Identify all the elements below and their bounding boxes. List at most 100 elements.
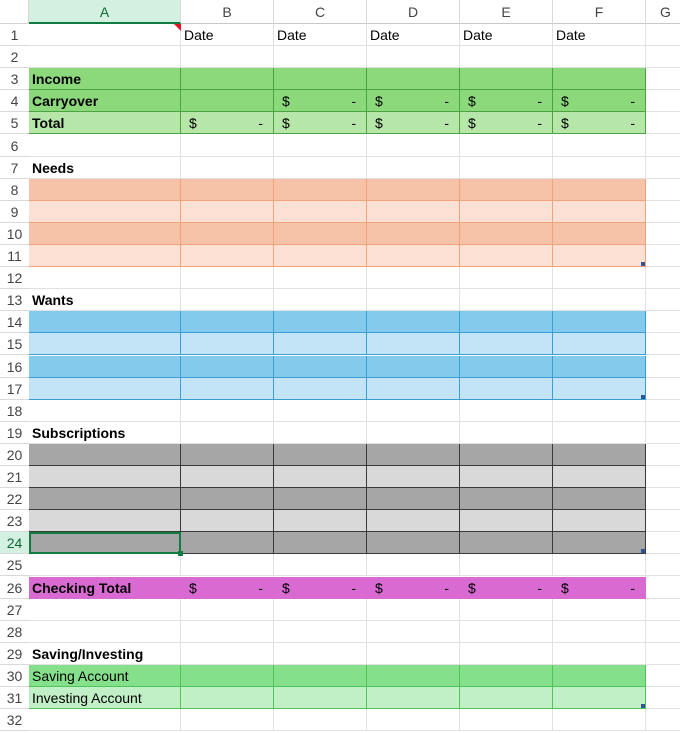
row-header-4[interactable]: 4 — [0, 90, 29, 113]
cell-d11[interactable] — [367, 245, 460, 268]
cell-d17[interactable] — [367, 377, 460, 400]
cell-d19[interactable] — [367, 421, 460, 444]
row-header-13[interactable]: 13 — [0, 289, 29, 312]
cell-a13[interactable]: Wants — [29, 289, 181, 312]
cell-e18[interactable] — [460, 399, 553, 422]
cell-e4[interactable]: $ - — [460, 90, 553, 113]
row-header-29[interactable]: 29 — [0, 643, 29, 665]
cell-g29[interactable] — [646, 642, 680, 665]
row-header-22[interactable]: 22 — [0, 488, 29, 511]
cell-g23[interactable] — [646, 510, 680, 533]
cell-a21[interactable] — [29, 466, 181, 489]
cell-e20[interactable] — [460, 443, 553, 466]
cell-g28[interactable] — [646, 620, 680, 643]
cell-g21[interactable] — [646, 466, 680, 489]
cell-g5[interactable] — [646, 112, 680, 135]
cell-b18[interactable] — [181, 399, 274, 422]
cell-b3[interactable] — [181, 68, 274, 91]
cell-f27[interactable] — [553, 598, 646, 621]
cell-g8[interactable] — [646, 178, 680, 201]
cell-a8[interactable] — [29, 178, 181, 201]
cell-g10[interactable] — [646, 222, 680, 245]
cell-d27[interactable] — [367, 598, 460, 621]
cell-e17[interactable] — [460, 377, 553, 400]
cell-f19[interactable] — [553, 421, 646, 444]
cell-b14[interactable] — [181, 311, 274, 334]
cell-f18[interactable] — [553, 399, 646, 422]
cell-g6[interactable] — [646, 134, 680, 157]
cell-c15[interactable] — [274, 333, 367, 356]
cell-b11[interactable] — [181, 245, 274, 268]
cell-a9[interactable] — [29, 200, 181, 223]
cell-c5[interactable]: $ - — [274, 112, 367, 135]
cell-g16[interactable] — [646, 355, 680, 378]
cell-d12[interactable] — [367, 267, 460, 290]
cell-a15[interactable] — [29, 333, 181, 356]
cell-a17[interactable] — [29, 377, 181, 400]
row-header-32[interactable]: 32 — [0, 709, 29, 732]
cell-f1[interactable]: Date — [553, 24, 646, 47]
cell-d24[interactable] — [367, 532, 460, 555]
row-header-11[interactable]: 11 — [0, 245, 29, 268]
cell-b19[interactable] — [181, 421, 274, 444]
cell-f7[interactable] — [553, 156, 646, 179]
cell-a10[interactable] — [29, 222, 181, 245]
cell-c2[interactable] — [274, 46, 367, 69]
cell-f32[interactable] — [553, 709, 646, 732]
cell-f30[interactable] — [553, 664, 646, 687]
cell-b9[interactable] — [181, 200, 274, 223]
cell-f13[interactable] — [553, 289, 646, 312]
cell-d10[interactable] — [367, 222, 460, 245]
row-header-28[interactable]: 28 — [0, 621, 29, 643]
row-header-20[interactable]: 20 — [0, 444, 29, 466]
cell-f29[interactable] — [553, 642, 646, 665]
cell-a23[interactable] — [29, 510, 181, 533]
cell-f26[interactable]: $ - — [553, 576, 646, 599]
column-header-e[interactable]: E — [460, 0, 553, 24]
cell-e9[interactable] — [460, 200, 553, 223]
cell-d30[interactable] — [367, 664, 460, 687]
cell-d23[interactable] — [367, 510, 460, 533]
cell-g1[interactable] — [646, 24, 680, 47]
cell-d25[interactable] — [367, 554, 460, 577]
cell-e13[interactable] — [460, 289, 553, 312]
cell-g18[interactable] — [646, 399, 680, 422]
cell-a25[interactable] — [29, 554, 181, 577]
cell-a12[interactable] — [29, 267, 181, 290]
cell-d26[interactable]: $ - — [367, 576, 460, 599]
cell-e21[interactable] — [460, 466, 553, 489]
cell-a22[interactable] — [29, 488, 181, 511]
cell-c3[interactable] — [274, 68, 367, 91]
cell-b26[interactable]: $ - — [181, 576, 274, 599]
row-header-24[interactable]: 24 — [0, 532, 29, 555]
cell-f2[interactable] — [553, 46, 646, 69]
cell-e15[interactable] — [460, 333, 553, 356]
cell-a1[interactable] — [29, 24, 181, 47]
column-header-b[interactable]: B — [181, 0, 274, 24]
cell-c20[interactable] — [274, 443, 367, 466]
cell-c6[interactable] — [274, 134, 367, 157]
cell-b23[interactable] — [181, 510, 274, 533]
row-header-15[interactable]: 15 — [0, 333, 29, 356]
cell-b10[interactable] — [181, 222, 274, 245]
cell-b5[interactable]: $ - — [181, 112, 274, 135]
cell-a5[interactable]: Total — [29, 112, 181, 135]
cell-b25[interactable] — [181, 554, 274, 577]
row-header-21[interactable]: 21 — [0, 466, 29, 489]
cell-d15[interactable] — [367, 333, 460, 356]
cell-b16[interactable] — [181, 355, 274, 378]
cell-b28[interactable] — [181, 620, 274, 643]
column-header-f[interactable]: F — [553, 0, 646, 24]
cell-b21[interactable] — [181, 466, 274, 489]
column-header-d[interactable]: D — [367, 0, 460, 24]
cell-d28[interactable] — [367, 620, 460, 643]
cell-a19[interactable]: Subscriptions — [29, 421, 181, 444]
cell-f8[interactable] — [553, 178, 646, 201]
cell-a4[interactable]: Carryover — [29, 90, 181, 113]
cell-g2[interactable] — [646, 46, 680, 69]
row-header-14[interactable]: 14 — [0, 311, 29, 334]
cell-f21[interactable] — [553, 466, 646, 489]
cell-e30[interactable] — [460, 664, 553, 687]
cell-g15[interactable] — [646, 333, 680, 356]
cell-d6[interactable] — [367, 134, 460, 157]
